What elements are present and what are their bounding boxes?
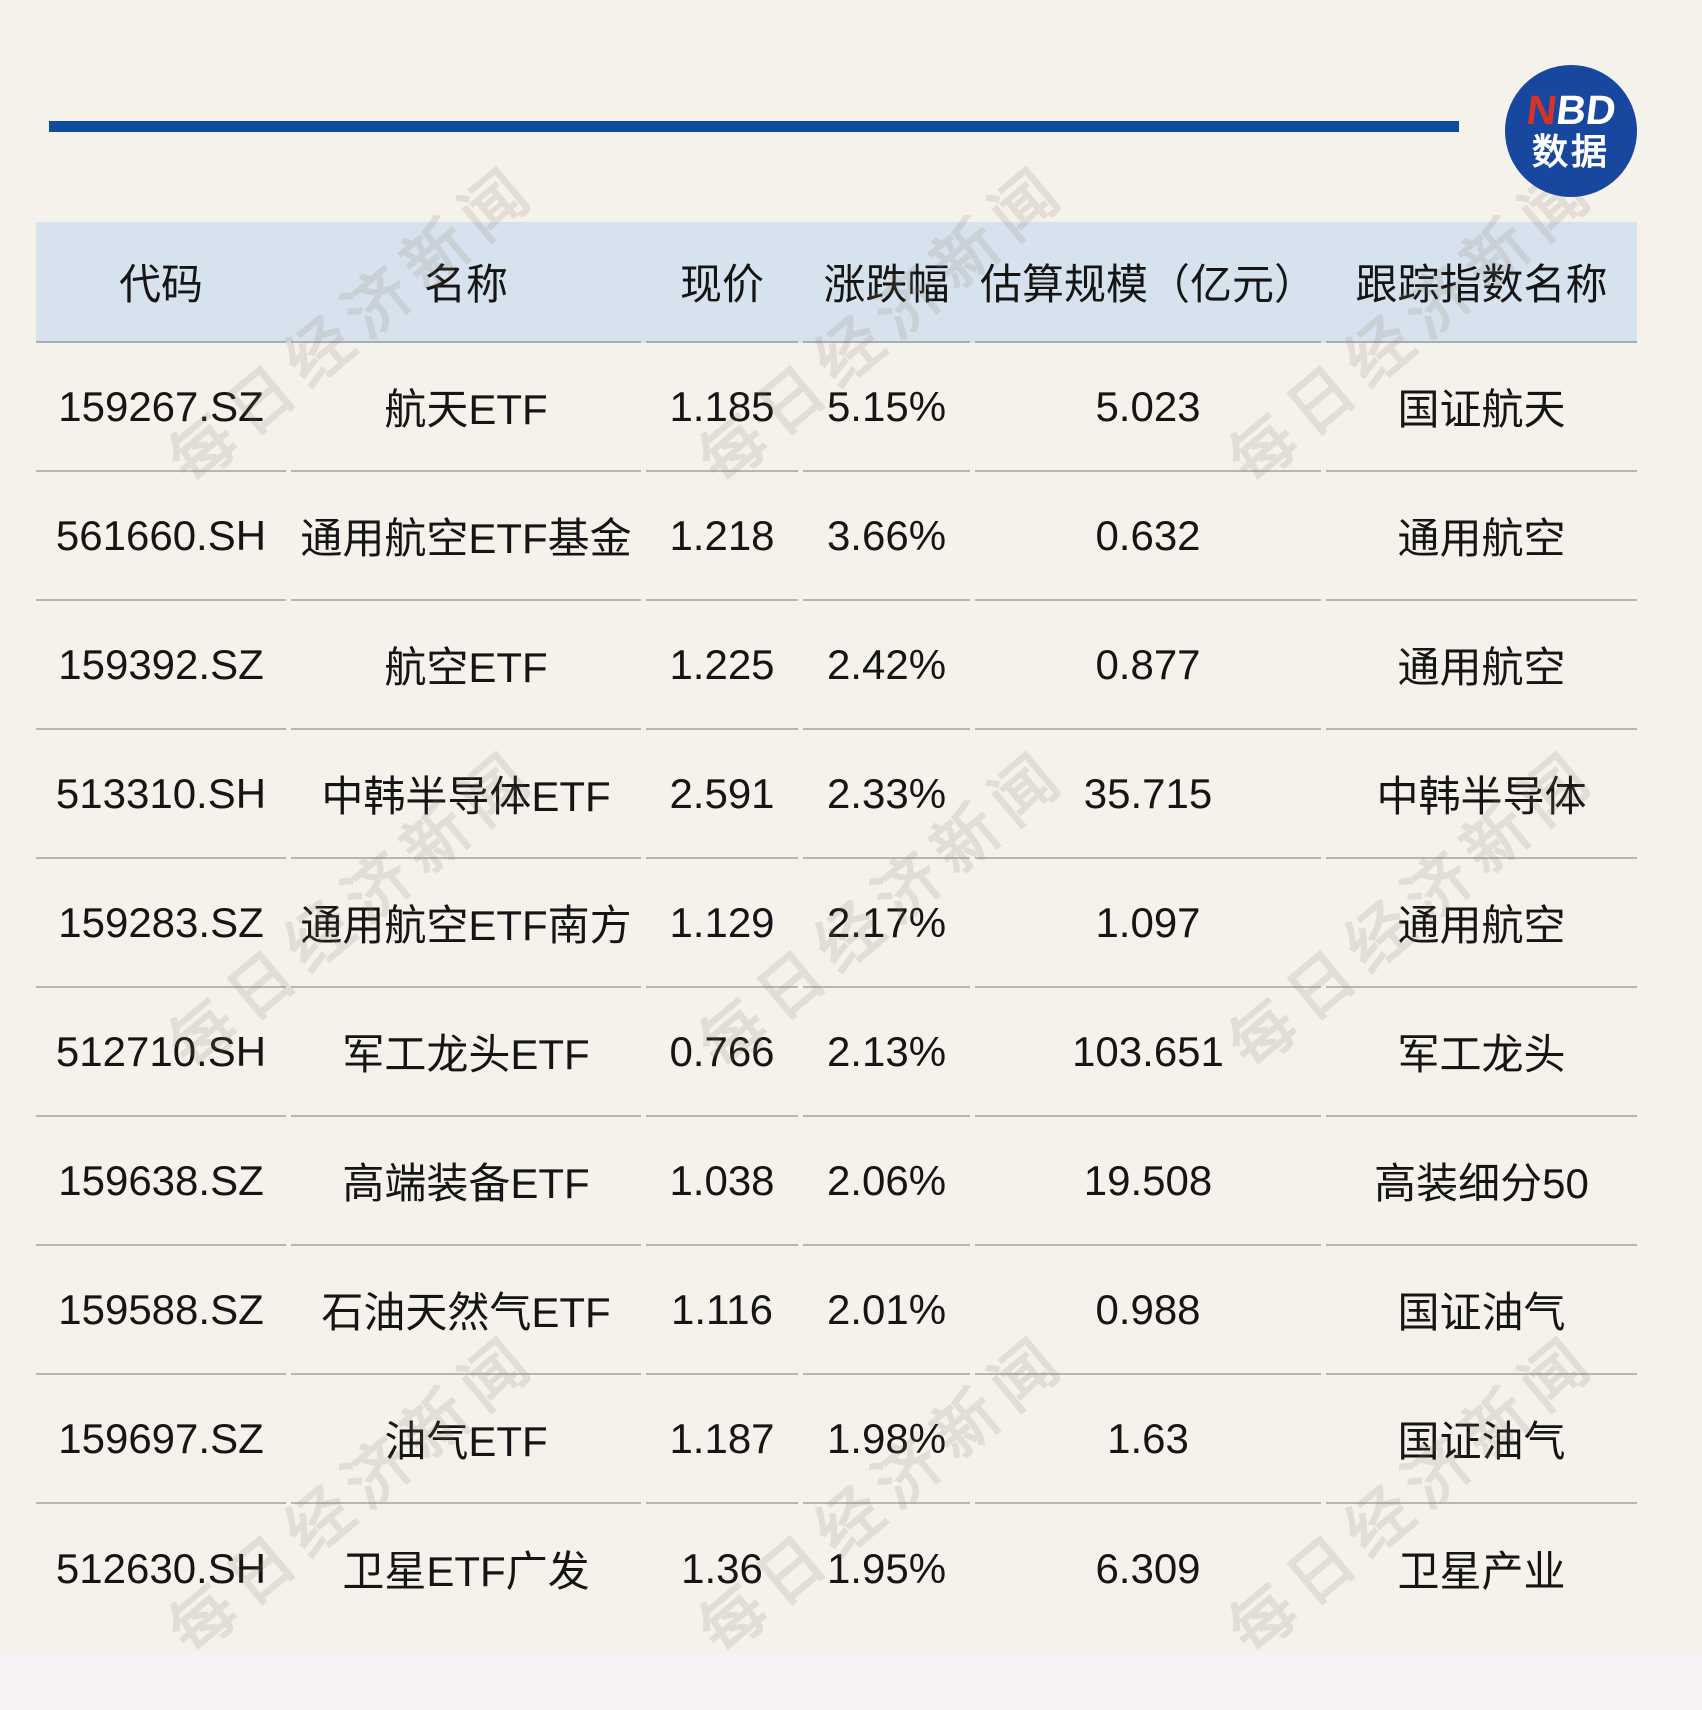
cell-code: 159588.SZ	[36, 1246, 286, 1375]
cell-scale: 0.988	[975, 1246, 1321, 1375]
column-header-change: 涨跌幅	[803, 222, 970, 343]
cell-change: 2.13%	[803, 988, 970, 1117]
cell-index: 高装细分50	[1326, 1117, 1637, 1246]
cell-scale: 0.877	[975, 601, 1321, 730]
cell-scale: 1.097	[975, 859, 1321, 988]
logo-text-bd: BD	[1553, 86, 1619, 133]
cell-index: 军工龙头	[1326, 988, 1637, 1117]
header-rule	[49, 121, 1459, 132]
cell-index: 通用航空	[1326, 859, 1637, 988]
cell-index: 通用航空	[1326, 601, 1637, 730]
cell-change: 1.98%	[803, 1375, 970, 1504]
cell-name: 高端装备ETF	[291, 1117, 641, 1246]
cell-price: 1.218	[646, 472, 798, 601]
table-row: 512630.SH 卫星ETF广发 1.36 1.95% 6.309 卫星产业	[36, 1504, 1637, 1633]
cell-change: 3.66%	[803, 472, 970, 601]
cell-name: 通用航空ETF南方	[291, 859, 641, 988]
table-row: 159267.SZ 航天ETF 1.185 5.15% 5.023 国证航天	[36, 343, 1637, 472]
table-row: 159638.SZ 高端装备ETF 1.038 2.06% 19.508 高装细分50	[36, 1117, 1637, 1246]
cell-code: 159392.SZ	[36, 601, 286, 730]
cell-change: 2.06%	[803, 1117, 970, 1246]
cell-change: 2.42%	[803, 601, 970, 730]
cell-scale: 103.651	[975, 988, 1321, 1117]
etf-table: 代码 名称 现价 涨跌幅 估算规模（亿元） 跟踪指数名称 159267.SZ 航天…	[36, 222, 1637, 1633]
cell-index: 卫星产业	[1397, 1548, 1566, 1595]
table-row: 159588.SZ 石油天然气ETF 1.116 2.01% 0.988 国证油气	[36, 1246, 1637, 1375]
cell-scale: 1.63	[975, 1375, 1321, 1504]
cell-scale: 5.023	[975, 343, 1321, 472]
cell-name: 卫星ETF广发	[342, 1548, 590, 1595]
cell-change: 2.01%	[803, 1246, 970, 1375]
column-header-index: 跟踪指数名称	[1326, 222, 1637, 343]
cell-name: 石油天然气ETF	[291, 1246, 641, 1375]
table-body: 159267.SZ 航天ETF 1.185 5.15% 5.023 国证航天 561660.…	[36, 343, 1637, 1633]
footer-strip	[0, 1652, 1702, 1710]
table-row: 561660.SH 通用航空ETF基金 1.218 3.66% 0.632 通用航空	[36, 472, 1637, 601]
cell-price: 1.36	[681, 1544, 763, 1592]
cell-price: 1.225	[646, 601, 798, 730]
cell-name: 军工龙头ETF	[291, 988, 641, 1117]
column-header-code: 代码	[36, 222, 286, 343]
cell-name: 航天ETF	[291, 343, 641, 472]
cell-scale: 19.508	[975, 1117, 1321, 1246]
cell-price: 0.766	[646, 988, 798, 1117]
cell-code: 512630.SH	[55, 1544, 267, 1592]
nbd-logo: NBD 数据	[1505, 65, 1637, 197]
cell-index: 通用航空	[1326, 472, 1637, 601]
cell-scale: 35.715	[975, 730, 1321, 859]
cell-name: 通用航空ETF基金	[291, 472, 641, 601]
cell-price: 2.591	[646, 730, 798, 859]
cell-code: 512710.SH	[36, 988, 286, 1117]
table-row: 512710.SH 军工龙头ETF 0.766 2.13% 103.651 军工龙头	[36, 988, 1637, 1117]
cell-name: 油气ETF	[291, 1375, 641, 1504]
logo-text-nbd: NBD	[1524, 86, 1619, 133]
cell-price: 1.185	[646, 343, 798, 472]
cell-code: 561660.SH	[36, 472, 286, 601]
table-header-row: 代码 名称 现价 涨跌幅 估算规模（亿元） 跟踪指数名称	[36, 222, 1637, 343]
column-header-scale: 估算规模（亿元）	[975, 222, 1321, 343]
cell-price: 1.187	[646, 1375, 798, 1504]
cell-scale: 6.309	[1095, 1544, 1201, 1592]
cell-name: 航空ETF	[291, 601, 641, 730]
cell-code: 159267.SZ	[36, 343, 286, 472]
cell-code: 159283.SZ	[36, 859, 286, 988]
table-row: 159392.SZ 航空ETF 1.225 2.42% 0.877 通用航空	[36, 601, 1637, 730]
table-row: 513310.SH 中韩半导体ETF 2.591 2.33% 35.715 中韩半导体	[36, 730, 1637, 859]
table-row: 159697.SZ 油气ETF 1.187 1.98% 1.63 国证油气	[36, 1375, 1637, 1504]
cell-name: 中韩半导体ETF	[291, 730, 641, 859]
cell-index: 国证油气	[1326, 1246, 1637, 1375]
column-header-price: 现价	[646, 222, 798, 343]
cell-price: 1.129	[646, 859, 798, 988]
cell-change: 1.95%	[826, 1544, 947, 1592]
cell-code: 159638.SZ	[36, 1117, 286, 1246]
cell-change: 2.17%	[803, 859, 970, 988]
table-row: 159283.SZ 通用航空ETF南方 1.129 2.17% 1.097 通用航空	[36, 859, 1637, 988]
cell-index: 国证航天	[1326, 343, 1637, 472]
cell-code: 513310.SH	[36, 730, 286, 859]
cell-price: 1.038	[646, 1117, 798, 1246]
cell-price: 1.116	[646, 1246, 798, 1375]
cell-change: 5.15%	[803, 343, 970, 472]
cell-scale: 0.632	[975, 472, 1321, 601]
cell-index: 中韩半导体	[1326, 730, 1637, 859]
column-header-name: 名称	[291, 222, 641, 343]
cell-code: 159697.SZ	[36, 1375, 286, 1504]
cell-change: 2.33%	[803, 730, 970, 859]
cell-index: 国证油气	[1326, 1375, 1637, 1504]
logo-text-sub: 数据	[1531, 130, 1610, 172]
